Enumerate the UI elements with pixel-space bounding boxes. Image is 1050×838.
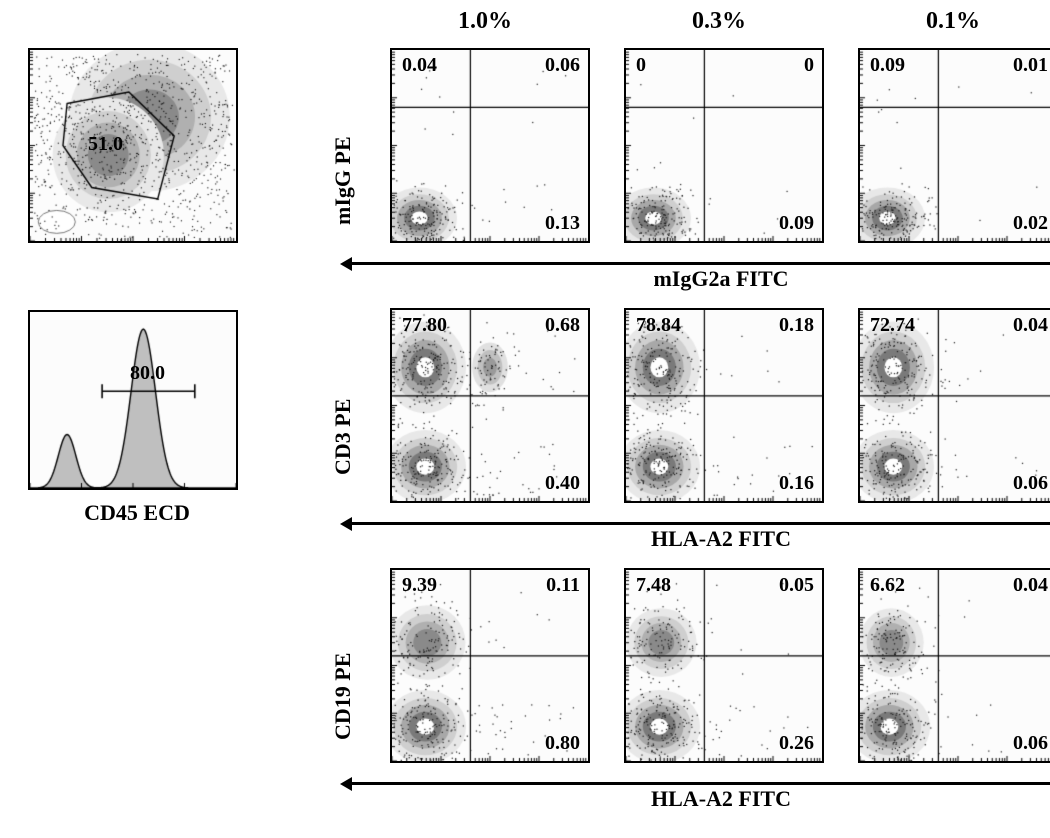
row2-xaxis-label: HLA-A2 FITC [616,526,826,552]
row3-xaxis-label: HLA-A2 FITC [616,786,826,812]
panel-r1c3: 0.09 0.01 0.02 [848,48,1050,253]
q-lr: 0.09 [779,212,814,235]
panel-r1c1: 0.04 0.06 0.13 [380,48,590,253]
row-ylabel-1: mIgG PE [330,136,356,225]
row-ylabel-3: CD19 PE [330,653,356,740]
q-lr: 0.16 [779,472,814,495]
q-ur: 0.06 [545,54,580,77]
left-scatter-gate-label: 51.0 [88,133,123,156]
cd45-xlabel: CD45 ECD [62,500,212,526]
panel-r3c3: 6.62 0.04 0.06 [848,568,1050,773]
q-lr: 0.40 [545,472,580,495]
row1-xaxis-arrow [352,262,1050,265]
q-lr: 0.06 [1013,472,1048,495]
q-ur: 0.68 [545,314,580,337]
row2-xaxis-arrow [352,522,1050,525]
q-lr: 0.13 [545,212,580,235]
q-ur: 0.11 [546,574,580,597]
row-ylabel-2: CD3 PE [330,399,356,475]
col-header-3: 0.1% [848,8,1050,35]
left-scatter-panel: 51.0 [18,48,238,253]
q-ur: 0.04 [1013,574,1048,597]
col-header-1: 1.0% [380,8,590,35]
q-ul: 72.74 [870,314,915,337]
col-header-2: 0.3% [614,8,824,35]
row1-xaxis-label: mIgG2a FITC [616,266,826,292]
q-ul: 0.09 [870,54,905,77]
left-scatter-canvas [30,50,236,241]
q-ul: 6.62 [870,574,905,597]
q-lr: 0.06 [1013,732,1048,755]
q-lr: 0.80 [545,732,580,755]
panel-r2c3: 72.74 0.04 0.06 [848,308,1050,513]
q-ul: 0 [636,54,646,77]
left-histogram-canvas [30,312,236,488]
q-ur: 0.04 [1013,314,1048,337]
q-ur: 0 [804,54,814,77]
left-histogram-plot: 80.0 [28,310,238,490]
q-ur: 0.18 [779,314,814,337]
q-lr: 0.02 [1013,212,1048,235]
q-ul: 78.84 [636,314,681,337]
q-ul: 9.39 [402,574,437,597]
q-ul: 0.04 [402,54,437,77]
q-ul: 77.80 [402,314,447,337]
panel-r2c2: 78.84 0.18 0.16 [614,308,824,513]
q-lr: 0.26 [779,732,814,755]
panel-r3c2: 7.48 0.05 0.26 [614,568,824,773]
left-scatter-plot [28,48,238,243]
panel-r2c1: 77.80 0.68 0.40 [380,308,590,513]
q-ur: 0.01 [1013,54,1048,77]
q-ur: 0.05 [779,574,814,597]
left-histogram-gate-label: 80.0 [130,362,165,385]
panel-r3c1: 9.39 0.11 0.80 [380,568,590,773]
q-ul: 7.48 [636,574,671,597]
row3-xaxis-arrow [352,782,1050,785]
panel-r1c2: 0 0 0.09 [614,48,824,253]
